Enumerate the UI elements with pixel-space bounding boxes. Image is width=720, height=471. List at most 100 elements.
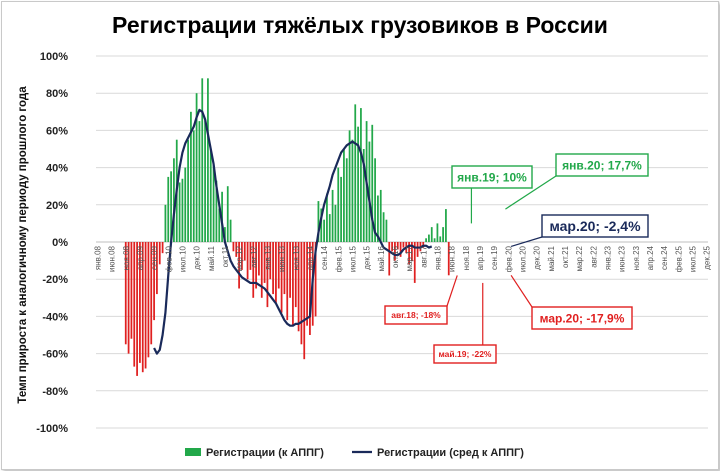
bar xyxy=(382,212,385,242)
bar xyxy=(170,171,172,242)
bar xyxy=(416,242,419,257)
annotation-leader xyxy=(446,275,458,307)
bar xyxy=(272,242,274,295)
bar xyxy=(164,204,167,242)
x-tick-label: фев.10 xyxy=(164,245,173,272)
bar xyxy=(303,242,306,360)
bar xyxy=(269,242,272,280)
bar xyxy=(263,242,266,283)
x-tick-label: апр.09 xyxy=(136,245,145,270)
y-tick-label: 20% xyxy=(46,200,68,212)
bar xyxy=(360,108,362,242)
annotation: янв.20; 17,7% xyxy=(505,153,649,210)
bar xyxy=(133,242,136,367)
bar xyxy=(442,227,444,242)
legend: Регистрации (к АППГ) Регистрации (сред к … xyxy=(185,447,524,459)
annotation: авг.18; -18% xyxy=(384,275,458,325)
annotation-box xyxy=(555,153,649,177)
bar xyxy=(428,234,430,242)
annotation-label: май.19; -22% xyxy=(439,349,492,359)
bar xyxy=(246,242,249,280)
bar xyxy=(173,158,175,242)
x-tick-label: янв.23 xyxy=(603,245,612,270)
bar xyxy=(209,149,212,242)
x-tick-label: июл.10 xyxy=(178,245,187,272)
line-series-path xyxy=(153,108,433,355)
bar xyxy=(235,242,238,257)
bar xyxy=(150,242,153,345)
bar xyxy=(280,242,283,313)
bar xyxy=(130,242,133,339)
x-tick-label: янв.08 xyxy=(93,245,102,270)
x-tick-label: авг.17 xyxy=(419,245,428,267)
bar xyxy=(343,149,345,242)
x-tick-label: авг.12 xyxy=(249,245,258,267)
x-tick-label: июл.15 xyxy=(348,245,357,272)
x-tick-labels: янв.08 июн.08 ноя.08 апр.09 сен.09 фев.10 июл.… xyxy=(93,245,711,272)
bar xyxy=(127,242,130,354)
bar xyxy=(377,195,379,242)
x-tick-label: дек.20 xyxy=(533,245,542,269)
x-tick-label: янв.13 xyxy=(263,245,272,270)
x-tick-label: авг.22 xyxy=(589,245,598,267)
bar xyxy=(391,242,393,252)
x-tick-label: ноя.18 xyxy=(462,245,471,270)
annotation: май.19; -22% xyxy=(433,282,497,364)
bar xyxy=(292,242,294,326)
bar xyxy=(252,242,255,298)
bar xyxy=(124,242,127,345)
bar xyxy=(204,121,206,242)
bar xyxy=(243,242,246,261)
bar xyxy=(314,242,317,317)
annotation-label: авг.18; -18% xyxy=(391,310,441,320)
bar xyxy=(190,111,192,242)
bar xyxy=(275,242,277,304)
y-tick-labels: 100% 80% 60% 40% 20% 0% -20% -40% -60% -80% -100% xyxy=(36,51,68,435)
bar xyxy=(388,242,391,276)
x-tick-label: дек.25 xyxy=(703,245,712,269)
x-tick-label: окт.21 xyxy=(561,245,570,267)
bar xyxy=(320,208,323,242)
gridlines xyxy=(96,55,708,429)
x-tick-label: июн.23 xyxy=(618,245,627,272)
bar xyxy=(266,242,269,308)
bar xyxy=(368,141,371,242)
bar xyxy=(439,236,442,242)
bar xyxy=(184,167,187,242)
bar xyxy=(156,242,158,295)
y-tick-label: 100% xyxy=(40,51,68,63)
bar xyxy=(241,242,243,270)
bar xyxy=(396,242,399,250)
bar xyxy=(144,242,147,369)
bar xyxy=(153,242,155,321)
x-tick-label: фев.15 xyxy=(334,245,343,272)
x-tick-label: окт.16 xyxy=(391,245,400,267)
x-tick-label: сен.14 xyxy=(320,245,329,270)
bar xyxy=(260,242,263,298)
bar xyxy=(238,242,240,289)
bar xyxy=(232,242,235,252)
x-tick-label: ноя.23 xyxy=(632,245,641,270)
bar xyxy=(258,242,260,276)
x-tick-label: июн.08 xyxy=(108,245,117,272)
x-tick-label: окт.11 xyxy=(221,245,230,267)
bar xyxy=(411,242,413,261)
y-tick-label: -80% xyxy=(42,386,68,398)
line-series xyxy=(153,108,433,355)
legend-label-bars: Регистрации (к АППГ) xyxy=(206,447,324,459)
bar xyxy=(286,242,289,321)
bar xyxy=(317,201,320,242)
annotation-leader xyxy=(505,175,557,210)
bar xyxy=(402,242,405,248)
x-tick-label: апр.19 xyxy=(476,245,485,270)
bar xyxy=(408,242,410,265)
x-tick-label: апр.14 xyxy=(306,245,315,270)
y-axis-label: Темп прироста к аналогичному периоду про… xyxy=(17,86,29,404)
x-tick-label: фев.25 xyxy=(674,245,683,272)
annotation-box xyxy=(541,214,649,238)
annotation-box xyxy=(531,306,633,330)
bar xyxy=(158,242,161,265)
bar xyxy=(413,242,416,283)
annotation-label: мар.20; -2,4% xyxy=(549,218,641,234)
x-tick-label: май.11 xyxy=(207,245,216,270)
